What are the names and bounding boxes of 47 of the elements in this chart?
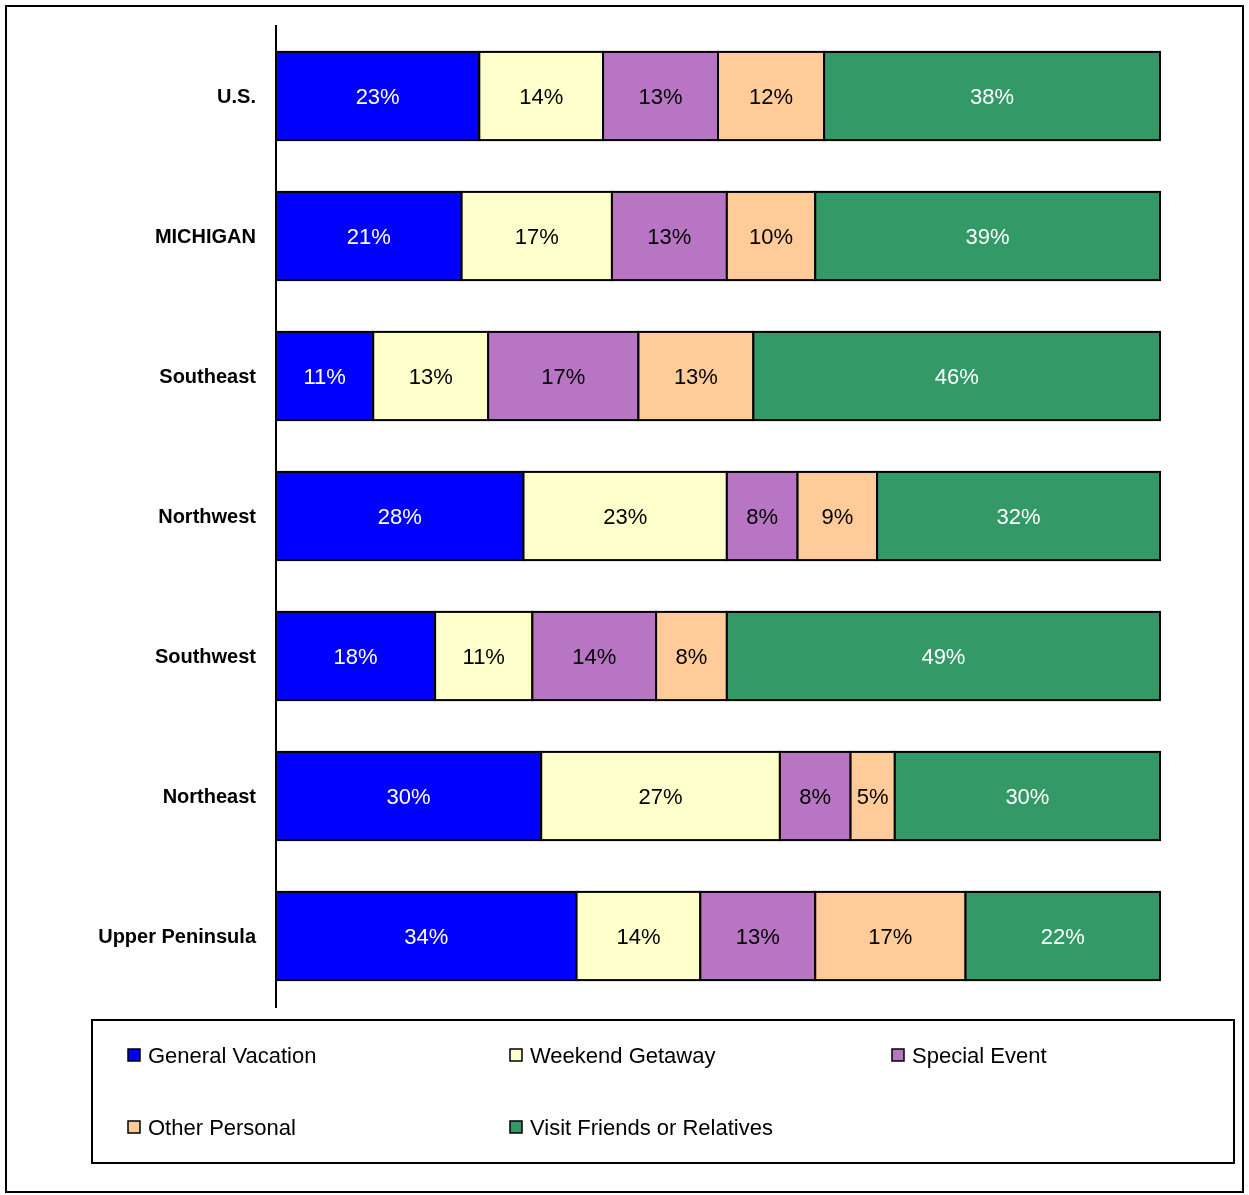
data-label: 21%: [346, 223, 391, 249]
data-label: 30%: [386, 783, 431, 809]
data-label: 8%: [799, 783, 832, 809]
legend-label: General Vacation: [148, 1042, 317, 1068]
data-label: 22%: [1040, 923, 1085, 949]
data-label: 8%: [675, 643, 708, 669]
data-label: 27%: [638, 783, 683, 809]
data-label: 13%: [673, 363, 718, 389]
data-label: 8%: [746, 503, 779, 529]
data-label: 30%: [1005, 783, 1050, 809]
data-label: 5%: [856, 783, 889, 809]
data-label: 11%: [462, 643, 505, 669]
data-label: 17%: [514, 223, 559, 249]
y-tick-label: Upper Peninsula: [98, 925, 257, 947]
legend-label: Weekend Getaway: [530, 1042, 716, 1068]
legend-label: Visit Friends or Relatives: [530, 1114, 773, 1140]
y-tick-label: U.S.: [217, 85, 256, 107]
data-label: 39%: [965, 223, 1010, 249]
y-tick-label: Southeast: [159, 365, 257, 387]
data-label: 17%: [541, 363, 586, 389]
data-label: 23%: [603, 503, 648, 529]
data-label: 9%: [821, 503, 854, 529]
data-label: 38%: [970, 83, 1015, 109]
data-label: 17%: [868, 923, 913, 949]
data-label: 23%: [355, 83, 400, 109]
data-label: 18%: [333, 643, 378, 669]
data-label: 32%: [996, 503, 1041, 529]
data-label: 14%: [572, 643, 617, 669]
y-tick-label: Northwest: [158, 505, 257, 527]
y-tick-label: Southwest: [154, 645, 257, 667]
data-label: 13%: [647, 223, 692, 249]
data-label: 13%: [638, 83, 683, 109]
data-label: 13%: [408, 363, 453, 389]
legend-label: Other Personal: [148, 1114, 296, 1140]
data-label: 49%: [921, 643, 966, 669]
data-label: 12%: [749, 83, 794, 109]
data-label: 34%: [404, 923, 449, 949]
y-tick-label: Northeast: [162, 785, 257, 807]
data-label: 46%: [934, 363, 979, 389]
legend-label: Special Event: [912, 1042, 1047, 1068]
data-label: 13%: [735, 923, 780, 949]
data-label: 28%: [377, 503, 422, 529]
data-label: 11%: [303, 363, 346, 389]
data-label: 14%: [616, 923, 661, 949]
data-label: 10%: [749, 223, 794, 249]
y-tick-label: MICHIGAN: [154, 225, 256, 247]
data-label: 14%: [519, 83, 564, 109]
